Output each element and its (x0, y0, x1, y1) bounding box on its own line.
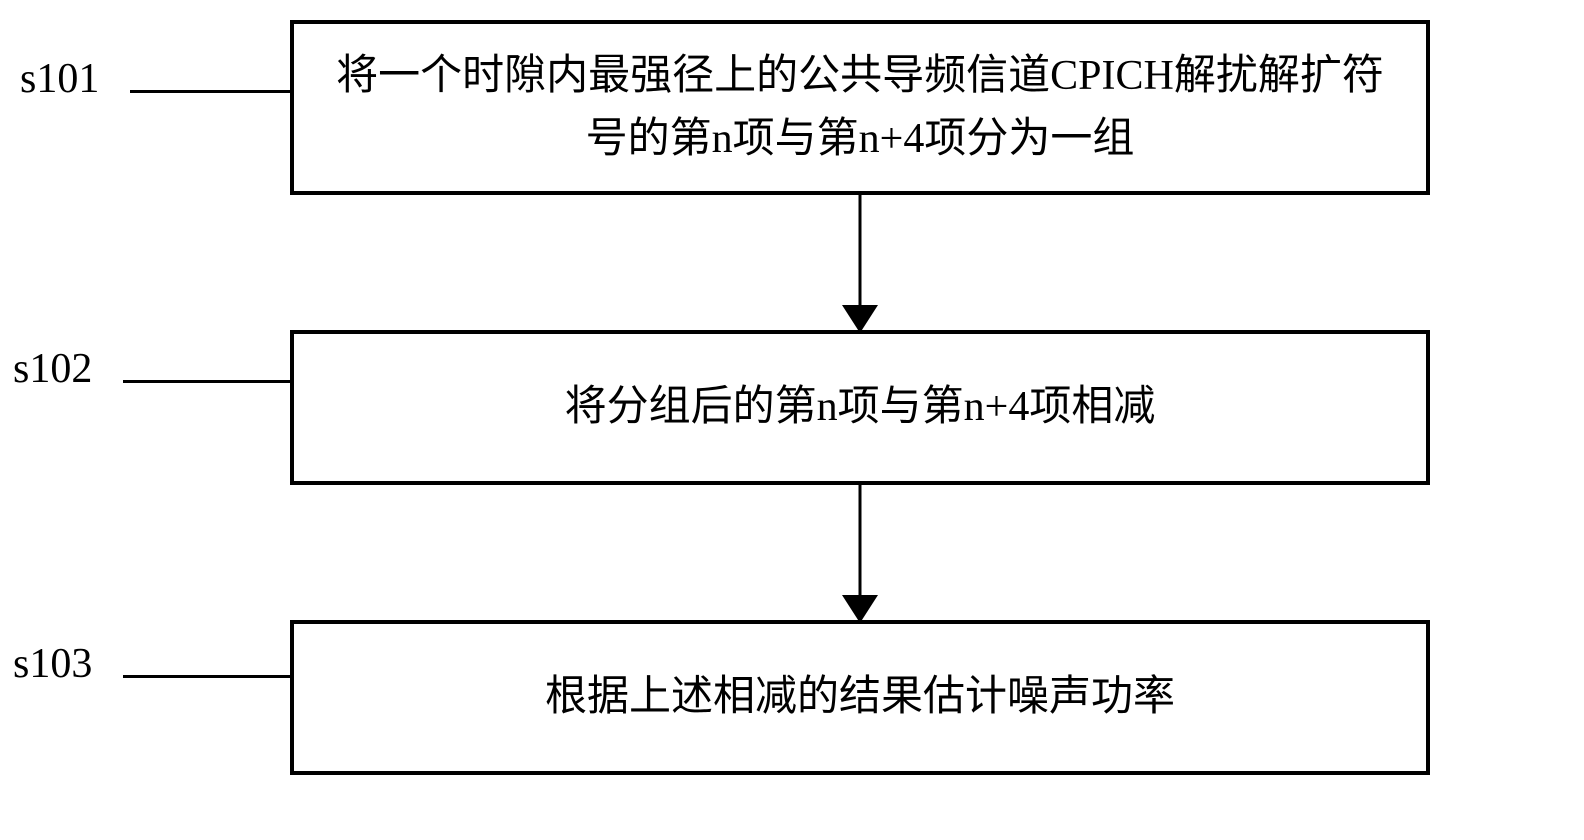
step-label-s101: s101 (20, 55, 99, 103)
arrow-head-icon (842, 305, 878, 333)
label-connector-s101 (130, 90, 290, 93)
step-label-s102: s102 (13, 345, 92, 393)
flowbox-s103: 根据上述相减的结果估计噪声功率 (290, 620, 1430, 775)
flowchart-container: s101 将一个时隙内最强径上的公共导频信道CPICH解扰解扩符号的第n项与第n… (0, 0, 1584, 840)
label-connector-s103 (123, 675, 290, 678)
connector-line (859, 485, 862, 600)
flowbox-s102: 将分组后的第n项与第n+4项相减 (290, 330, 1430, 485)
step-label-s103: s103 (13, 640, 92, 688)
flowbox-s101: 将一个时隙内最强径上的公共导频信道CPICH解扰解扩符号的第n项与第n+4项分为… (290, 20, 1430, 195)
connector-line (859, 195, 862, 310)
arrow-head-icon (842, 595, 878, 623)
label-connector-s102 (123, 380, 290, 383)
